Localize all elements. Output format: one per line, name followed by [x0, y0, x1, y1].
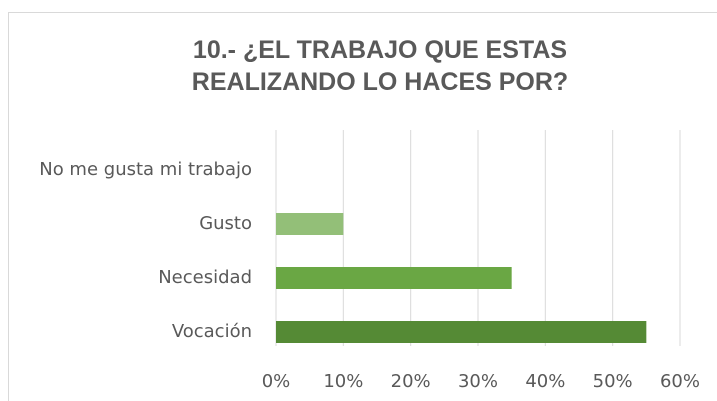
- x-tick-label: 0%: [262, 371, 291, 392]
- x-tick-label: 60%: [660, 371, 700, 392]
- bar: [276, 213, 344, 235]
- x-tick-label: 30%: [458, 371, 498, 392]
- x-tick-label: 40%: [525, 371, 565, 392]
- x-tick-label: 20%: [391, 371, 431, 392]
- chart-frame: [8, 12, 717, 401]
- bar: [276, 321, 647, 343]
- y-tick-label: Necesidad: [158, 267, 252, 288]
- y-tick-label: No me gusta mi trabajo: [39, 159, 252, 180]
- x-tick-label: 50%: [593, 371, 633, 392]
- y-tick-label: Gusto: [199, 213, 252, 234]
- bar: [276, 267, 512, 289]
- y-tick-label: Vocación: [172, 321, 252, 342]
- x-tick-label: 10%: [323, 371, 363, 392]
- chart-title: 10.- ¿EL TRABAJO QUE ESTAS REALIZANDO LO…: [191, 36, 569, 96]
